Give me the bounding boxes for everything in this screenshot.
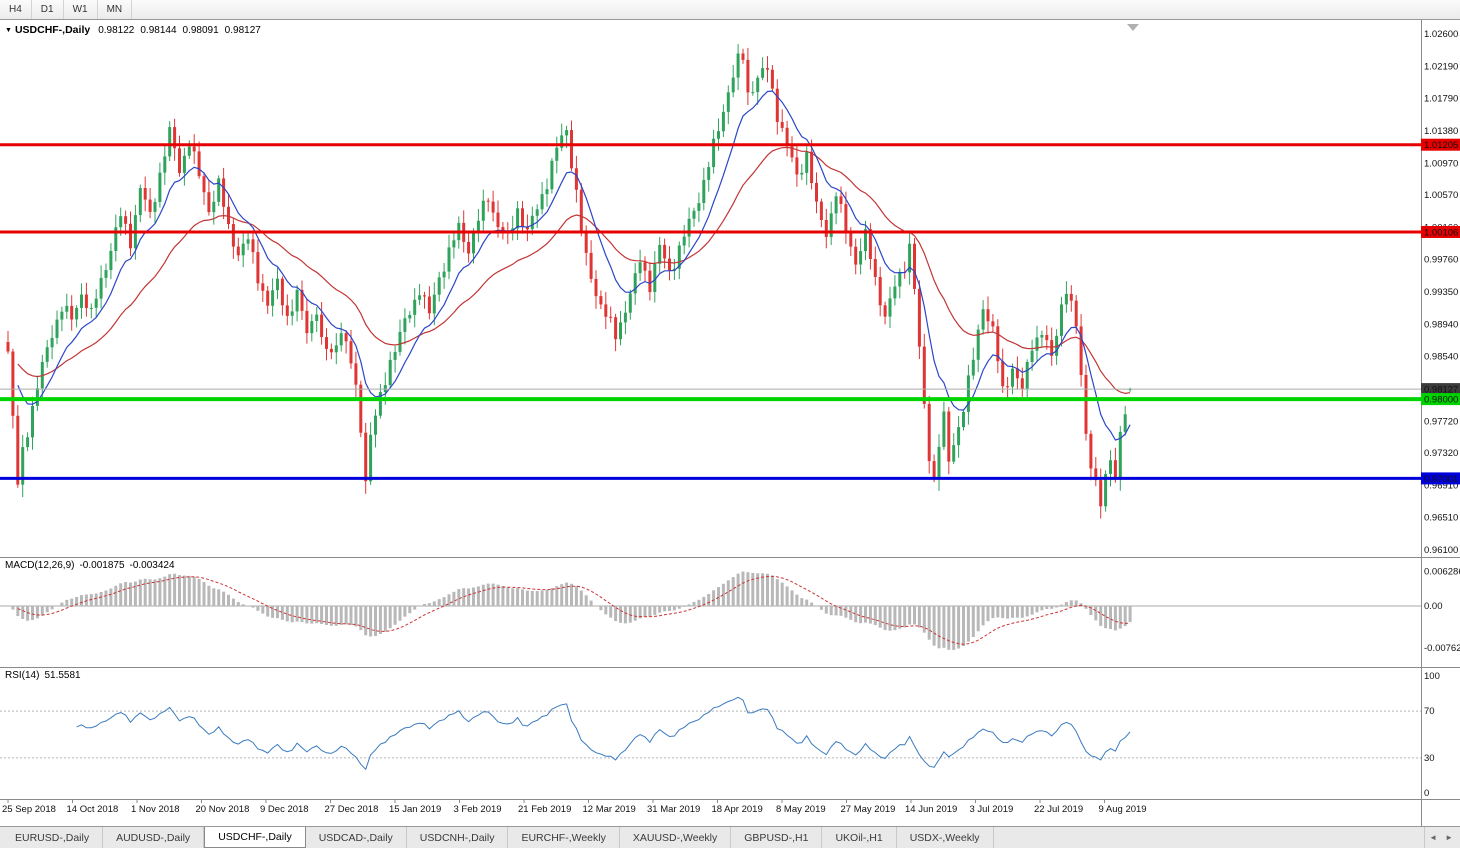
svg-text:3 Jul 2019: 3 Jul 2019 bbox=[970, 804, 1014, 815]
svg-text:0.006286: 0.006286 bbox=[1424, 566, 1460, 577]
tab-scroll-controls: ◄ ► bbox=[1424, 827, 1460, 848]
svg-text:100: 100 bbox=[1424, 671, 1440, 682]
tab-scroll-right-icon[interactable]: ► bbox=[1445, 833, 1453, 842]
svg-text:0.98540: 0.98540 bbox=[1424, 351, 1458, 362]
svg-text:20 Nov 2018: 20 Nov 2018 bbox=[196, 804, 250, 815]
chart-tab-eurusd-daily[interactable]: EURUSD-,Daily bbox=[2, 827, 104, 848]
chart-tab-xauusd-weekly[interactable]: XAUUSD-,Weekly bbox=[620, 827, 732, 848]
price-marker-1.00106: 1.00106 bbox=[1421, 226, 1460, 239]
chart-ohlc-readout: ▼ USDCHF-,Daily 0.98122 0.98144 0.98091 0.981… bbox=[5, 24, 267, 36]
svg-text:1.01790: 1.01790 bbox=[1424, 93, 1458, 104]
svg-text:15 Jan 2019: 15 Jan 2019 bbox=[389, 804, 441, 815]
timeframe-button-mn[interactable]: MN bbox=[98, 0, 133, 19]
svg-text:0.97001: 0.97001 bbox=[1424, 474, 1458, 485]
ohlc-low: 0.98091 bbox=[182, 25, 219, 36]
price-marker-1.01205: 1.01205 bbox=[1421, 138, 1460, 151]
rsi-indicator-label: RSI(14) 51.5581 bbox=[5, 670, 86, 681]
date-axis[interactable]: 25 Sep 2018 14 Oct 2018 1 Nov 2018 20 Nov 2… bbox=[2, 799, 1147, 816]
chart-shift-marker-icon[interactable] bbox=[1127, 24, 1139, 31]
svg-text:25 Sep 2018: 25 Sep 2018 bbox=[2, 804, 56, 815]
svg-text:0.96510: 0.96510 bbox=[1424, 512, 1458, 523]
tab-scroll-left-icon[interactable]: ◄ bbox=[1429, 833, 1438, 842]
price-marker-0.97001: 0.97001 bbox=[1421, 472, 1460, 485]
chart-tab-usdx-weekly[interactable]: USDX-,Weekly bbox=[897, 827, 994, 848]
svg-text:14 Oct 2018: 14 Oct 2018 bbox=[67, 804, 119, 815]
svg-text:1.02190: 1.02190 bbox=[1424, 62, 1458, 73]
svg-text:0.96910: 0.96910 bbox=[1424, 481, 1458, 492]
price-marker-0.98127: 0.98127 bbox=[1421, 383, 1460, 396]
svg-text:0.97720: 0.97720 bbox=[1424, 416, 1458, 427]
svg-text:18 Apr 2019: 18 Apr 2019 bbox=[712, 804, 763, 815]
ohlc-close: 0.98127 bbox=[224, 25, 261, 36]
svg-text:0.99760: 0.99760 bbox=[1424, 254, 1458, 265]
svg-text:1.00106: 1.00106 bbox=[1424, 228, 1458, 239]
timeframe-toolbar: H4 D1 W1 MN bbox=[0, 0, 1460, 20]
chart-tab-usdchf-daily[interactable]: USDCHF-,Daily bbox=[204, 827, 306, 848]
svg-text:3 Feb 2019: 3 Feb 2019 bbox=[454, 804, 502, 815]
rsi-line bbox=[76, 696, 1131, 771]
macd-value-signal: -0.003424 bbox=[129, 560, 175, 571]
chart-window: 1.02600 1.02190 1.01790 1.01380 1.00970 1.005… bbox=[0, 20, 1460, 826]
svg-text:14 Jun 2019: 14 Jun 2019 bbox=[905, 804, 957, 815]
macd-axis: 0.006286 0.00 -0.00762 bbox=[1424, 566, 1460, 654]
chart-tab-eurchf-weekly[interactable]: EURCHF-,Weekly bbox=[508, 827, 620, 848]
macd-indicator-label: MACD(12,26,9) -0.001875 -0.003424 bbox=[5, 560, 180, 571]
ohlc-high: 0.98144 bbox=[140, 25, 177, 36]
svg-text:0: 0 bbox=[1424, 788, 1429, 799]
svg-text:27 May 2019: 27 May 2019 bbox=[841, 804, 896, 815]
ma-slow-line bbox=[17, 146, 1131, 395]
price-marker-0.98000: 0.98000 bbox=[1421, 393, 1460, 406]
rsi-label: RSI(14) bbox=[5, 670, 40, 681]
svg-text:0.97320: 0.97320 bbox=[1424, 448, 1458, 459]
svg-text:70: 70 bbox=[1424, 706, 1435, 717]
svg-text:9 Dec 2018: 9 Dec 2018 bbox=[260, 804, 309, 815]
timeframe-button-d1[interactable]: D1 bbox=[32, 0, 64, 19]
svg-text:30: 30 bbox=[1424, 753, 1435, 764]
svg-text:0.96100: 0.96100 bbox=[1424, 545, 1458, 556]
macd-label: MACD(12,26,9) bbox=[5, 560, 75, 571]
svg-text:9 Aug 2019: 9 Aug 2019 bbox=[1099, 804, 1147, 815]
svg-text:0.98000: 0.98000 bbox=[1424, 395, 1458, 406]
svg-text:21 Feb 2019: 21 Feb 2019 bbox=[518, 804, 571, 815]
chart-tab-audusd-daily[interactable]: AUDUSD-,Daily bbox=[103, 827, 205, 848]
macd-value-main: -0.001875 bbox=[79, 560, 125, 571]
chart-tab-bar: EURUSD-,Daily AUDUSD-,Daily USDCHF-,Daily U… bbox=[0, 826, 1460, 848]
svg-text:22 Jul 2019: 22 Jul 2019 bbox=[1034, 804, 1083, 815]
chart-tab-usdcnh-daily[interactable]: USDCNH-,Daily bbox=[407, 827, 509, 848]
chart-tab-usdcad-daily[interactable]: USDCAD-,Daily bbox=[306, 827, 407, 848]
svg-text:0.99350: 0.99350 bbox=[1424, 287, 1458, 298]
svg-text:0.98127: 0.98127 bbox=[1424, 385, 1458, 396]
price-axis[interactable]: 1.02600 1.02190 1.01790 1.01380 1.00970 1.005… bbox=[1421, 29, 1460, 556]
rsi-axis: 100 70 30 0 bbox=[1424, 671, 1440, 799]
ma-fast-line bbox=[17, 90, 1131, 441]
chart-canvas[interactable]: 1.02600 1.02190 1.01790 1.01380 1.00970 1.005… bbox=[0, 20, 1460, 826]
symbol-dropdown-icon[interactable]: ▼ bbox=[5, 27, 12, 34]
svg-text:0.98940: 0.98940 bbox=[1424, 320, 1458, 331]
svg-text:1.00570: 1.00570 bbox=[1424, 190, 1458, 201]
timeframe-button-h4[interactable]: H4 bbox=[0, 0, 32, 19]
ohlc-open: 0.98122 bbox=[98, 25, 135, 36]
macd-signal-line bbox=[17, 575, 1131, 645]
svg-text:31 Mar 2019: 31 Mar 2019 bbox=[647, 804, 700, 815]
rsi-value: 51.5581 bbox=[44, 670, 81, 681]
svg-text:12 Mar 2019: 12 Mar 2019 bbox=[583, 804, 636, 815]
svg-text:1.01205: 1.01205 bbox=[1424, 140, 1458, 151]
svg-text:1.01380: 1.01380 bbox=[1424, 126, 1458, 137]
macd-histogram-layer bbox=[11, 571, 1132, 650]
svg-text:0.00: 0.00 bbox=[1424, 601, 1443, 612]
svg-text:1.00970: 1.00970 bbox=[1424, 158, 1458, 169]
svg-text:27 Dec 2018: 27 Dec 2018 bbox=[325, 804, 379, 815]
candles-layer bbox=[6, 44, 1132, 519]
chart-tab-gbpusd-h1[interactable]: GBPUSD-,H1 bbox=[731, 827, 823, 848]
svg-text:-0.00762: -0.00762 bbox=[1424, 643, 1460, 654]
svg-text:1.02600: 1.02600 bbox=[1424, 29, 1458, 40]
chart-tab-ukoil-h1[interactable]: UKOil-,H1 bbox=[822, 827, 897, 848]
svg-text:1 Nov 2018: 1 Nov 2018 bbox=[131, 804, 180, 815]
timeframe-button-w1[interactable]: W1 bbox=[64, 0, 98, 19]
svg-text:8 May 2019: 8 May 2019 bbox=[776, 804, 826, 815]
chart-symbol-title: USDCHF-,Daily bbox=[14, 24, 91, 36]
